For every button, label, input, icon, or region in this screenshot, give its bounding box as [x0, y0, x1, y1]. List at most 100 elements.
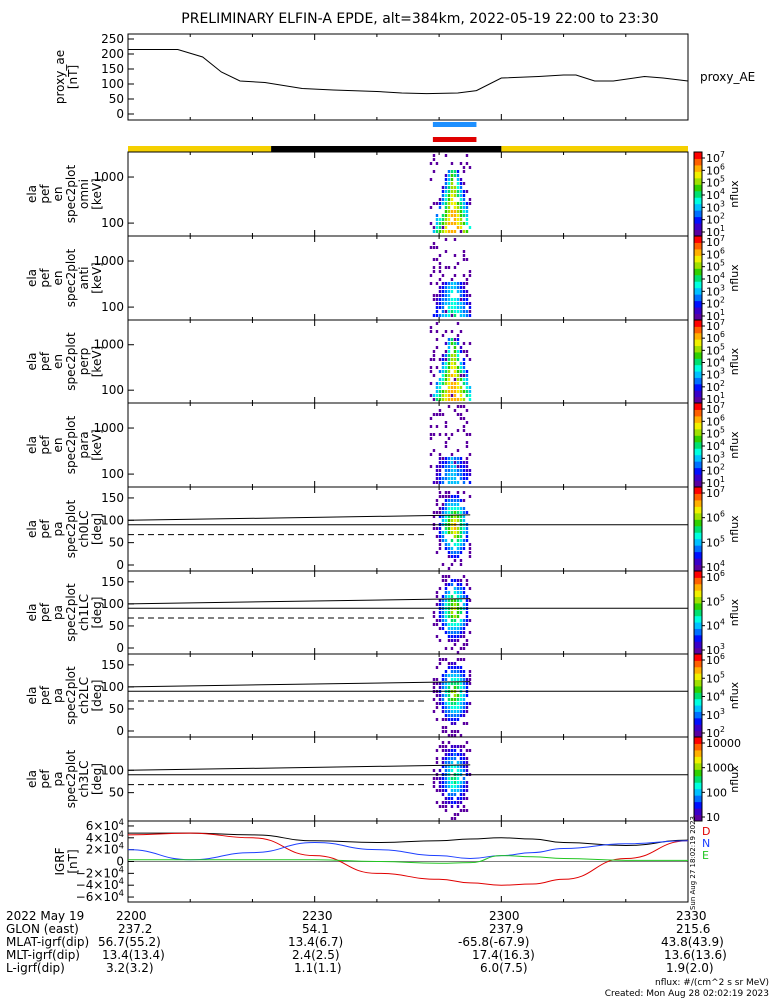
- spectrogram-pixel: [465, 206, 469, 209]
- y-axis-label: spec2plot: [64, 583, 78, 642]
- pitch-angle-pixel: [432, 678, 436, 681]
- y-axis-label: ela: [25, 269, 39, 287]
- pitch-angle-pixel: [456, 714, 460, 717]
- pitch-angle-pixel: [462, 769, 466, 772]
- spectrogram-pixel: [456, 286, 460, 289]
- pitch-angle-pixel: [447, 781, 451, 784]
- pitch-angle-pixel: [453, 603, 457, 606]
- spectrogram-pixel: [453, 366, 457, 369]
- pitch-angle-pixel: [453, 777, 457, 780]
- spectrogram-pixel: [450, 362, 454, 365]
- pitch-angle-pixel: [447, 583, 451, 586]
- spectrogram-pixel: [456, 465, 460, 468]
- pitch-angle-pixel: [459, 757, 463, 760]
- colorbar-label: nflux: [728, 515, 741, 543]
- spectrogram-pixel: [462, 194, 466, 197]
- spectrogram-pixel: [468, 306, 472, 309]
- y-axis-label: ela: [25, 770, 39, 788]
- colorbar-tick-label: 106: [706, 569, 725, 584]
- pitch-angle-pixel: [435, 706, 439, 709]
- spectrogram-pixel: [459, 314, 463, 317]
- y-tick-label: 1000: [93, 170, 124, 184]
- spectrogram-pixel: [441, 481, 445, 484]
- spectrogram-pixel: [459, 469, 463, 472]
- pitch-angle-pixel: [444, 595, 448, 598]
- pitch-angle-pixel: [459, 579, 463, 582]
- spectrogram-pixel: [429, 358, 433, 361]
- colorbar-segment: [694, 814, 702, 822]
- pitch-angle-pixel: [462, 702, 466, 705]
- y-tick-label: 0: [116, 855, 124, 869]
- spectrogram-pixel: [462, 477, 466, 480]
- pitch-angle-pixel: [465, 789, 469, 792]
- pitch-angle-pixel: [450, 539, 454, 542]
- pitch-angle-pixel: [447, 495, 451, 498]
- pitch-angle-pixel: [459, 785, 463, 788]
- pitch-angle-pixel: [450, 785, 454, 788]
- spectrogram-pixel: [438, 270, 442, 273]
- pitch-angle-pixel: [441, 781, 445, 784]
- spectrogram-pixel: [450, 178, 454, 181]
- footer-value: 1.1(1.1): [294, 961, 342, 975]
- spectrogram-pixel: [444, 298, 448, 301]
- pitch-angle-pixel: [435, 603, 439, 606]
- pitch-angle-pixel: [465, 797, 469, 800]
- pitch-angle-pixel: [462, 527, 466, 530]
- spectrogram-pixel: [456, 214, 460, 217]
- spectrogram-pixel: [456, 457, 460, 460]
- pitch-angle-pixel: [453, 710, 457, 713]
- spectrogram-pixel: [459, 350, 463, 353]
- pitch-angle-pixel: [468, 619, 472, 622]
- spectrogram-pixel: [453, 362, 457, 365]
- pitch-angle-pixel: [450, 551, 454, 554]
- pitch-angle-pixel: [441, 777, 445, 780]
- spectrogram-pixel: [453, 314, 457, 317]
- spectrogram-pixel: [465, 378, 469, 381]
- pitch-angle-pixel: [444, 670, 448, 673]
- colorbar-segment: [694, 634, 702, 642]
- spectrogram-pixel: [441, 390, 445, 393]
- spectrogram-pixel: [444, 250, 448, 253]
- y-axis-label: en: [51, 438, 65, 453]
- pitch-angle-pixel: [456, 635, 460, 638]
- pitch-angle-pixel: [447, 531, 451, 534]
- pitch-angle-pixel: [456, 658, 460, 661]
- loss-cone-line: [127, 514, 471, 521]
- spectrogram-pixel: [447, 302, 451, 305]
- pitch-angle-pixel: [450, 623, 454, 626]
- pitch-angle-pixel: [459, 682, 463, 685]
- y-axis-label: spec2plot: [64, 499, 78, 558]
- pitch-angle-pixel: [462, 793, 466, 796]
- colorbar-segment: [694, 730, 702, 738]
- spectrogram-pixel: [444, 350, 448, 353]
- spectrogram-pixel: [444, 310, 448, 313]
- pitch-angle-pixel: [438, 587, 442, 590]
- pitch-angle-pixel: [459, 591, 463, 594]
- spectrogram-pixel: [462, 358, 466, 361]
- colorbar-segment: [694, 711, 702, 719]
- y-tick-label: 1000: [93, 338, 124, 352]
- colorbar-segment: [694, 216, 702, 224]
- pitch-angle-pixel: [459, 535, 463, 538]
- spectrogram-pixel: [447, 206, 451, 209]
- pitch-angle-pixel: [456, 491, 460, 494]
- spectrogram-pixel: [465, 230, 469, 233]
- pitch-angle-pixel: [450, 495, 454, 498]
- pitch-angle-pixel: [444, 682, 448, 685]
- colorbar-segment: [694, 422, 702, 430]
- y-tick-label: 50: [109, 92, 124, 106]
- spectrogram-pixel: [450, 386, 454, 389]
- pitch-angle-pixel: [444, 515, 448, 518]
- pitch-angle-pixel: [447, 631, 451, 634]
- spectrogram-pixel: [444, 294, 448, 297]
- spectrogram-pixel: [456, 178, 460, 181]
- spectrogram-pixel: [453, 174, 457, 177]
- spectrogram-pixel: [462, 429, 466, 432]
- spectrogram-pixel: [465, 461, 469, 464]
- spectrogram-pixel: [441, 457, 445, 460]
- pitch-angle-pixel: [465, 539, 469, 542]
- pitch-angle-pixel: [447, 547, 451, 550]
- pitch-angle-pixel: [447, 491, 451, 494]
- pitch-angle-pixel: [468, 547, 472, 550]
- pitch-angle-pixel: [444, 647, 448, 650]
